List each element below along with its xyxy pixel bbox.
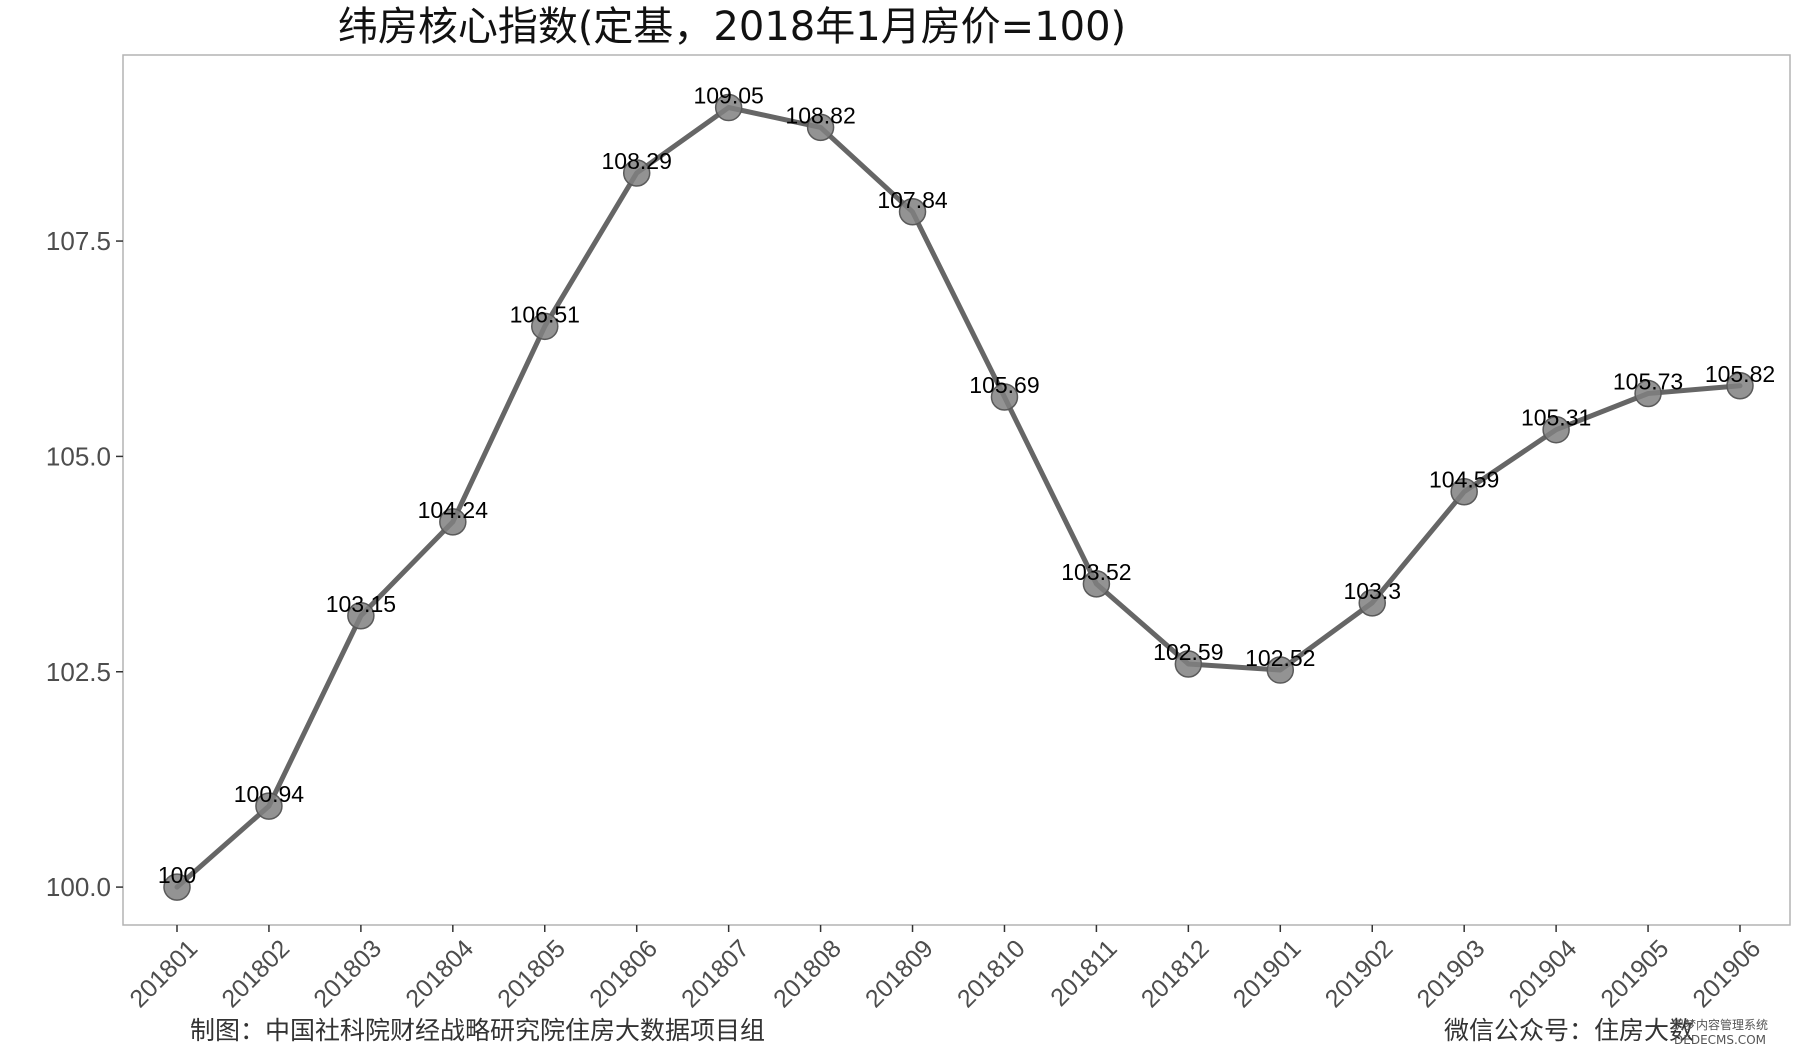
y-tick-label: 107.5	[46, 226, 111, 256]
data-label: 109.05	[693, 83, 763, 109]
data-point	[1358, 589, 1386, 617]
data-point	[1450, 477, 1478, 506]
x-tick-label: 201901	[1228, 934, 1307, 1013]
x-tick-label: 201905	[1596, 934, 1675, 1013]
data-point	[439, 508, 467, 536]
x-tick-label: 201802	[216, 934, 295, 1013]
series-line	[174, 105, 1743, 890]
x-tick-label: 201903	[1412, 934, 1491, 1013]
x-tick-label: 201805	[492, 934, 571, 1013]
data-label: 108.82	[785, 102, 855, 128]
y-tick-label: 105.0	[46, 441, 111, 471]
data-label: 102.52	[1245, 645, 1315, 671]
data-label: 103.15	[326, 591, 396, 617]
data-point	[1174, 650, 1203, 678]
data-point	[531, 312, 559, 341]
y-tick-label: 100.0	[46, 872, 111, 902]
x-tick-label: 201812	[1136, 934, 1215, 1013]
series-layer	[163, 93, 1754, 901]
x-tick-label: 201902	[1320, 934, 1399, 1013]
data-label: 107.84	[877, 187, 948, 213]
data-label: 108.29	[602, 148, 672, 174]
watermark-domain: DEDECMS.COM	[1674, 1033, 1766, 1047]
data-point	[898, 198, 927, 226]
data-point	[1634, 379, 1662, 408]
data-label: 100	[158, 862, 196, 888]
x-tick-label: 201808	[768, 934, 847, 1013]
x-tick-label: 201906	[1687, 934, 1766, 1013]
data-label: 106.51	[510, 301, 580, 327]
data-point	[806, 113, 835, 142]
watermark-text: 织梦内容管理系统	[1672, 1017, 1768, 1032]
x-tick-label: 201804	[400, 934, 479, 1013]
data-label: 102.59	[1153, 639, 1223, 665]
footer-credit: 制图：中国社科院财经战略研究院住房大数据项目组	[190, 1016, 765, 1045]
x-tick-label: 201811	[1045, 934, 1122, 1011]
data-point	[347, 602, 375, 630]
chart-title: 纬房核心指数(定基，2018年1月房价=100)	[338, 4, 1126, 50]
data-label: 104.59	[1429, 467, 1499, 493]
data-label: 104.24	[418, 497, 489, 523]
data-point	[1082, 570, 1111, 598]
data-label: 105.31	[1521, 405, 1591, 431]
data-label: 103.3	[1343, 578, 1401, 604]
data-label: 105.73	[1613, 369, 1683, 395]
data-point	[1542, 415, 1570, 444]
x-tick-label: 201904	[1504, 934, 1583, 1013]
x-tick-label: 201806	[584, 934, 663, 1013]
data-point	[990, 383, 1019, 411]
x-axis: 201801 201802 201803 201804 201805 201806 2018…	[124, 925, 1766, 1013]
x-tick-label: 201809	[860, 934, 939, 1013]
data-label-layer: 100 100.94 103.15 104.24 106.51 108.29 109.05 1…	[158, 83, 1775, 889]
y-tick-label: 102.5	[46, 657, 111, 687]
data-label: 105.82	[1705, 361, 1775, 387]
data-point	[1266, 656, 1295, 684]
y-axis: 100.0 102.5 105.0 107.5	[46, 226, 123, 902]
data-label: 100.94	[234, 781, 305, 807]
data-point	[255, 792, 283, 820]
data-label: 105.69	[969, 372, 1039, 398]
x-tick-label: 201801	[124, 934, 203, 1013]
x-tick-label: 201810	[952, 934, 1031, 1013]
x-tick-label: 201807	[676, 934, 755, 1013]
data-point	[622, 159, 651, 187]
data-point	[163, 873, 191, 901]
data-label: 103.52	[1061, 559, 1131, 585]
footer-wechat: 微信公众号：住房大数	[1444, 1016, 1694, 1045]
data-point	[1726, 372, 1754, 400]
x-tick-label: 201803	[308, 934, 387, 1013]
data-point	[714, 93, 743, 122]
plot-panel-border	[122, 54, 1791, 926]
